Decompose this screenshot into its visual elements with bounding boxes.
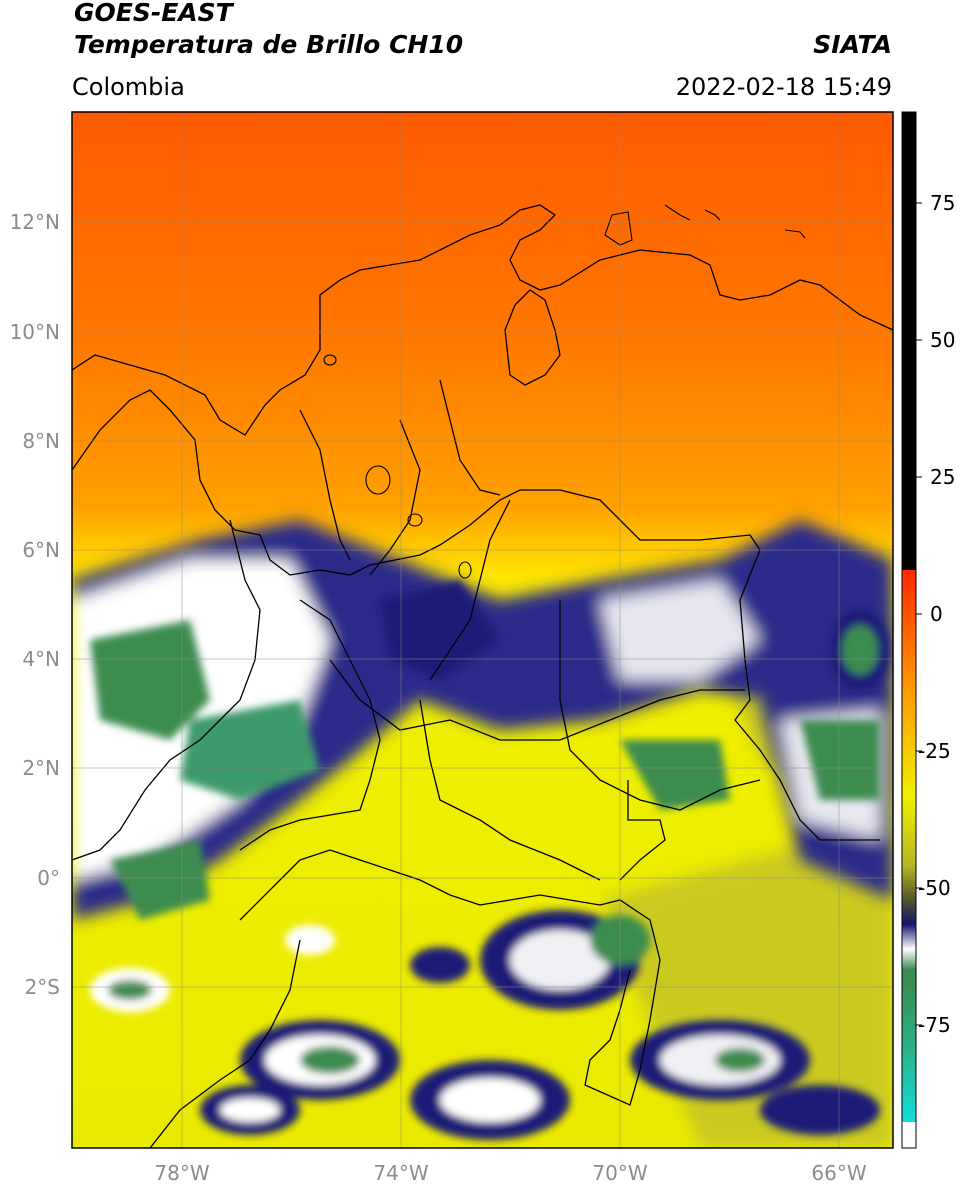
lat-label: 2°S: [25, 975, 60, 999]
colorbar-tick-label: 0: [930, 602, 943, 626]
lat-label: 6°N: [22, 538, 60, 562]
lon-label: 74°W: [373, 1161, 428, 1185]
lon-label: 70°W: [592, 1161, 647, 1185]
colorbar-tick-label: -50: [918, 876, 951, 900]
lat-label: 10°N: [10, 320, 60, 344]
colorbar-gradient: [902, 570, 916, 982]
colorbar-cold-segment: [902, 982, 916, 1122]
colorbar-hot-segment: [902, 112, 916, 570]
product-title: Temperatura de Brillo CH10: [74, 30, 464, 59]
colorbar-frame: [901, 111, 917, 1149]
latitude-labels: 12°N 10°N 8°N 6°N 4°N 2°N 0° 2°S: [10, 210, 60, 999]
longitude-labels: 78°W 74°W 70°W 66°W: [154, 1161, 866, 1185]
lat-label: 8°N: [22, 429, 60, 453]
colorbar-tick-label: -25: [918, 739, 951, 763]
colorbar: 75 50 25 0 -25 -50 -75: [901, 111, 955, 1149]
lon-label: 66°W: [811, 1161, 866, 1185]
colorbar-tick-label: 75: [930, 191, 955, 215]
brightness-temperature-field: [72, 112, 893, 1148]
lat-label: 4°N: [22, 647, 60, 671]
map-frame: [71, 111, 894, 1149]
graticule: [72, 112, 893, 1148]
lat-label: 12°N: [10, 210, 60, 234]
satellite-title: GOES-EAST: [74, 0, 233, 27]
colorbar-tick-label: 50: [930, 328, 955, 352]
colorbar-tick-label: -75: [918, 1013, 951, 1037]
lon-label: 78°W: [154, 1161, 209, 1185]
lat-label: 2°N: [22, 756, 60, 780]
region-label: Colombia: [72, 73, 185, 101]
lat-label: 0°: [37, 866, 60, 890]
colorbar-white-segment: [902, 1122, 916, 1148]
agency-label: SIATA: [813, 30, 892, 59]
datetime-label: 2022-02-18 15:49: [675, 73, 892, 101]
colorbar-tick-label: 25: [930, 465, 955, 489]
